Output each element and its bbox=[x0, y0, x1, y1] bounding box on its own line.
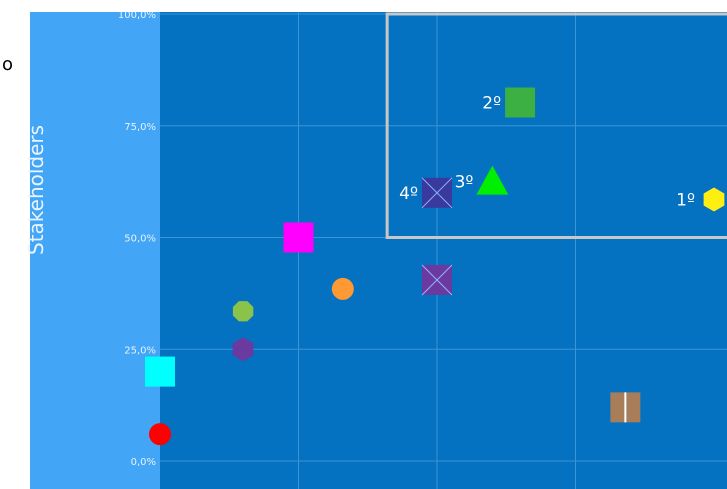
highlight-region bbox=[385, 12, 727, 239]
scatter-chart: 100,0% 75,0% 50,0% 25,0% 0,0% 1º 2º 3º 4º bbox=[118, 12, 727, 489]
data-point-hexagon bbox=[232, 337, 254, 362]
data-point-square bbox=[283, 222, 314, 253]
data-point-square bbox=[505, 87, 536, 118]
data-point-label: 4º bbox=[399, 184, 418, 204]
y-tick-label: 50,0% bbox=[124, 234, 156, 245]
y-tick-label: 75,0% bbox=[124, 122, 156, 133]
data-point-triangle bbox=[476, 165, 509, 195]
data-point-label: 3º bbox=[455, 173, 474, 193]
data-point-square bbox=[145, 356, 175, 387]
data-point-octagon bbox=[232, 301, 254, 322]
plot-area bbox=[160, 12, 727, 489]
data-point-hexagon bbox=[703, 187, 725, 212]
data-point-circle bbox=[331, 277, 354, 300]
y-tick-label: 25,0% bbox=[124, 345, 156, 356]
point-cross-mark bbox=[421, 177, 453, 209]
data-point-label: 2º bbox=[482, 94, 501, 114]
data-point-circle bbox=[149, 423, 171, 446]
data-point-label: 1º bbox=[676, 191, 695, 211]
y-tick-label: 100,0% bbox=[118, 12, 156, 21]
y-tick-label: 0,0% bbox=[131, 457, 156, 468]
partial-text: o bbox=[2, 54, 14, 75]
point-cross-mark bbox=[421, 264, 453, 296]
